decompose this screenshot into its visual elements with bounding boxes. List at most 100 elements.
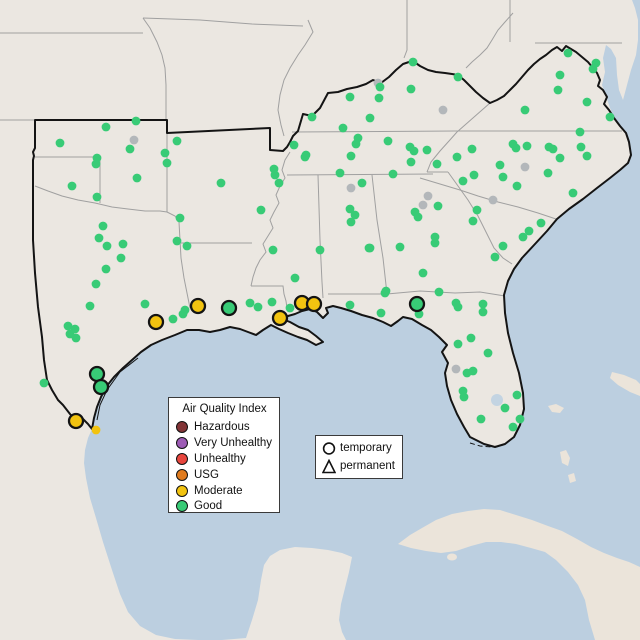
station-marker-good	[466, 333, 476, 343]
station-marker-good	[575, 127, 585, 137]
station-marker-good	[543, 168, 553, 178]
aqi-swatch-unhealthy-icon	[176, 452, 188, 465]
station-marker-good	[467, 144, 477, 154]
station-marker-good	[335, 168, 345, 178]
station-marker-good	[380, 288, 390, 298]
station-marker-good	[267, 297, 277, 307]
station-marker-good	[98, 221, 108, 231]
aqi-legend-label: Good	[194, 500, 223, 513]
aqi-swatch-hazardous-icon	[176, 420, 188, 433]
station-marker-good	[350, 210, 360, 220]
domain-boundary	[32, 45, 632, 448]
station-marker-good	[500, 403, 510, 413]
station-marker-good	[406, 84, 416, 94]
aqi-swatch-usg-icon	[176, 468, 188, 481]
station-marker-missing	[488, 195, 498, 205]
station-type-label: temporary	[340, 442, 392, 454]
station-marker-good	[216, 178, 226, 188]
station-marker-good	[172, 136, 182, 146]
station-marker-good	[245, 298, 255, 308]
station-marker-good	[555, 153, 565, 163]
station-markers	[39, 48, 615, 435]
station-marker-good	[576, 142, 586, 152]
station-marker-good	[468, 216, 478, 226]
station-marker-good	[94, 233, 104, 243]
aqi-legend-item: Very Unhealthy	[176, 435, 273, 451]
station-marker-good	[140, 299, 150, 309]
aqi-legend-title: Air Quality Index	[182, 403, 267, 415]
station-marker-good	[118, 239, 128, 249]
station-marker-good	[515, 414, 525, 424]
station-marker-good	[315, 245, 325, 255]
station-marker-good	[101, 264, 111, 274]
station-marker-good	[132, 173, 142, 183]
station-marker-good	[180, 305, 190, 315]
station-marker-good	[357, 178, 367, 188]
station-marker-good	[458, 176, 468, 186]
station-marker-good	[162, 158, 172, 168]
station-marker-good	[605, 112, 615, 122]
station-marker-good	[476, 414, 486, 424]
station-marker-missing	[451, 364, 461, 374]
station-marker-good	[406, 157, 416, 167]
station-marker-missing	[423, 191, 433, 201]
station-marker-good	[71, 333, 81, 343]
station-marker-good	[582, 151, 592, 161]
station-marker-good	[522, 141, 532, 151]
station-marker-good	[453, 72, 463, 82]
station-marker-large-good	[220, 299, 238, 317]
station-marker-good	[434, 287, 444, 297]
aqi-legend-item: Good	[176, 498, 273, 514]
station-marker-good	[182, 241, 192, 251]
station-marker-good	[498, 241, 508, 251]
station-marker-good	[582, 97, 592, 107]
station-marker-good	[508, 422, 518, 432]
station-marker-good	[453, 302, 463, 312]
aqi-legend-item: USG	[176, 467, 273, 483]
station-marker-good	[307, 112, 317, 122]
station-marker-good	[346, 151, 356, 161]
station-type-item: permanent	[322, 457, 398, 475]
station-marker-good	[300, 152, 310, 162]
station-marker-large-moderate	[271, 309, 289, 327]
station-marker-good	[524, 226, 534, 236]
lake-okeechobee	[491, 394, 503, 406]
station-marker-good	[375, 82, 385, 92]
station-marker-good	[563, 48, 573, 58]
station-type-item: temporary	[322, 439, 398, 457]
station-marker-good	[418, 268, 428, 278]
station-marker-good	[512, 181, 522, 191]
station-marker-good	[478, 299, 488, 309]
station-marker-good	[274, 178, 284, 188]
station-marker-good	[512, 390, 522, 400]
station-marker-good	[290, 273, 300, 283]
station-marker-good	[160, 148, 170, 158]
station-marker-good	[55, 138, 65, 148]
station-marker-good	[63, 321, 73, 331]
station-marker-good	[536, 218, 546, 228]
aqi-legend-item: Moderate	[176, 483, 273, 499]
station-marker-large-good	[92, 378, 110, 396]
station-marker-good	[459, 392, 469, 402]
station-marker-good	[256, 205, 266, 215]
aqi-legend: Air Quality Index Hazardous Very Unhealth…	[168, 397, 280, 513]
station-marker-missing	[418, 200, 428, 210]
station-marker-good	[285, 303, 295, 313]
station-type-label: permanent	[340, 460, 395, 472]
station-marker-good	[39, 378, 49, 388]
station-marker-good	[346, 217, 356, 227]
station-marker-good	[518, 232, 528, 242]
aqi-legend-label: Hazardous	[194, 420, 250, 433]
station-marker-good	[338, 123, 348, 133]
station-marker-good	[432, 159, 442, 169]
station-marker-good	[175, 213, 185, 223]
station-marker-good	[452, 152, 462, 162]
station-marker-good	[131, 116, 141, 126]
station-marker-good	[422, 145, 432, 155]
station-marker-missing	[520, 162, 530, 172]
station-marker-good	[511, 143, 521, 153]
station-marker-good	[413, 212, 423, 222]
aqi-legend-item: Hazardous	[176, 419, 273, 435]
